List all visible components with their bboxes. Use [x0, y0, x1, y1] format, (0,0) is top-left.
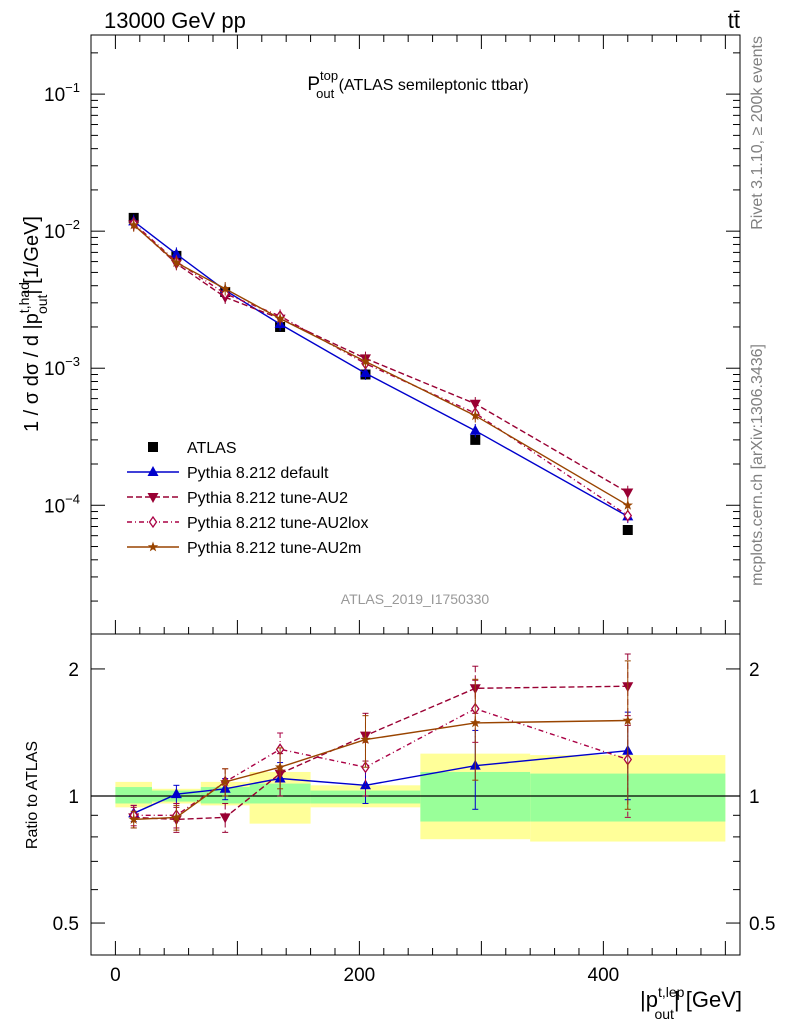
point-atlas	[622, 525, 633, 536]
legend-entry-au2lox: Pythia 8.212 tune-AU2lox	[127, 515, 368, 532]
main-title-sub: out	[316, 86, 334, 101]
legend-marker	[147, 466, 159, 476]
legend-label: Pythia 8.212 tune-AU2lox	[187, 515, 368, 532]
ratio-ytick-label-right: 2	[749, 660, 760, 681]
ratio-point-default	[359, 779, 371, 790]
rivet-version-label: Rivet 3.1.10, ≥ 200k events	[749, 36, 766, 230]
point-au2m	[128, 219, 139, 230]
point-au2lox	[623, 509, 633, 522]
main-ylabel-sup: t,had	[16, 282, 32, 313]
point-au2m	[622, 499, 633, 510]
ratio-xlabel-sub: out	[654, 1006, 674, 1022]
legend-marker	[148, 442, 158, 452]
point-au2m	[220, 283, 231, 294]
series-atlas	[128, 212, 633, 536]
ratio-xlabel-pre: |p	[640, 987, 658, 1012]
ratio-xtick-label: 400	[588, 965, 620, 986]
point-atlas	[470, 434, 481, 445]
main-ytick-label: 10−1	[44, 80, 80, 106]
main-title-p: P	[307, 74, 320, 95]
legend-marker	[147, 493, 159, 503]
main-ylabel: 1 / σ dσ / d |pt,had out| [1/GeV]	[16, 216, 50, 432]
ratio-point-au2m	[470, 717, 481, 728]
legend-entry-au2: Pythia 8.212 tune-AU2	[127, 490, 348, 507]
header-process-label: tt̄	[728, 8, 740, 33]
point-au2m	[171, 257, 182, 267]
ratio-point-au2m	[220, 776, 231, 787]
ratio-ytick-label: 1	[68, 787, 79, 808]
point-default	[469, 424, 481, 435]
ratio-point-au2m	[128, 813, 139, 824]
ratio-ytick-label: 0.5	[53, 914, 79, 935]
ratio-point-au2m	[274, 761, 286, 772]
main-panel: 10−1 10−2 10−3 10−4 Ptop out (ATLAS semilept…	[16, 34, 741, 635]
ratio-xlabel-sup: t,lep	[658, 984, 685, 1000]
ratio-point-au2m	[171, 811, 182, 822]
legend-marker	[147, 541, 159, 552]
main-title-rest: (ATLAS semileptonic ttbar)	[334, 77, 528, 94]
legend-entry-atlas: ATLAS	[148, 440, 237, 457]
main-ylabel-post: | [1/GeV]	[21, 216, 43, 295]
point-au2m	[360, 356, 371, 366]
legend-entry-au2m: Pythia 8.212 tune-AU2m	[127, 540, 361, 557]
legend-marker	[148, 515, 158, 529]
point-au2m	[274, 313, 286, 324]
ratio-ylabel: Ratio to ATLAS	[24, 741, 41, 849]
ratio-xtick-label: 200	[344, 965, 376, 986]
legend-label: Pythia 8.212 tune-AU2m	[187, 540, 361, 557]
ratio-ytick-label: 2	[68, 660, 79, 681]
series-line-au2m	[133, 224, 629, 506]
analysis-label: ATLAS_2019_I1750330	[341, 591, 490, 607]
ratio-point-au2m	[622, 715, 633, 725]
legend-label: ATLAS	[187, 440, 237, 457]
mcplots-label: mcplots.cern.ch [arXiv:1306.3436]	[749, 344, 766, 586]
series-au2m	[128, 218, 633, 513]
ratio-point-au2	[219, 813, 231, 824]
ratio-ytick-label-right: 1	[749, 787, 760, 808]
point-au2	[622, 488, 634, 499]
ratio-series-au2m	[128, 660, 633, 831]
ratio-ytick-label-right: 0.5	[749, 914, 775, 935]
legend-label: Pythia 8.212 tune-AU2	[187, 490, 348, 507]
header-energy-label: 13000 GeV pp	[104, 8, 246, 33]
point-default	[170, 248, 182, 259]
ratio-xlabel: |pt,lep out| [GeV]	[640, 984, 742, 1022]
legend-label: Pythia 8.212 default	[187, 465, 329, 482]
band-stat	[115, 787, 152, 804]
point-au2m	[470, 410, 481, 421]
ratio-frame	[90, 633, 741, 956]
ratio-xlabel-post: | [GeV]	[674, 987, 742, 1012]
ratio-xtick-label: 0	[110, 965, 121, 986]
legend-entry-default: Pythia 8.212 default	[127, 465, 329, 482]
ratio-point-default	[170, 788, 182, 799]
main-ytick-label: 10−2	[44, 217, 80, 243]
ratio-panel: 0.5 0.5 1 1 2 2 0 200 400 Ratio to ATLAS |pt,lep…	[24, 633, 775, 1022]
main-ytick-label: 10−3	[44, 354, 80, 380]
main-ylabel-sub: out	[34, 294, 50, 314]
main-title: Ptop out (ATLAS semileptonic ttbar)	[307, 68, 528, 101]
main-title-sup: top	[320, 68, 338, 83]
ratio-point-au2m	[360, 734, 371, 745]
point-au2	[469, 399, 481, 410]
main-ylabel-pre: 1 / σ dσ / d |p	[21, 313, 43, 432]
legend: ATLAS Pythia 8.212 default Pythia 8.212 tu…	[127, 440, 368, 557]
main-ytick-label: 10−4	[44, 491, 80, 517]
point-default	[359, 367, 371, 378]
